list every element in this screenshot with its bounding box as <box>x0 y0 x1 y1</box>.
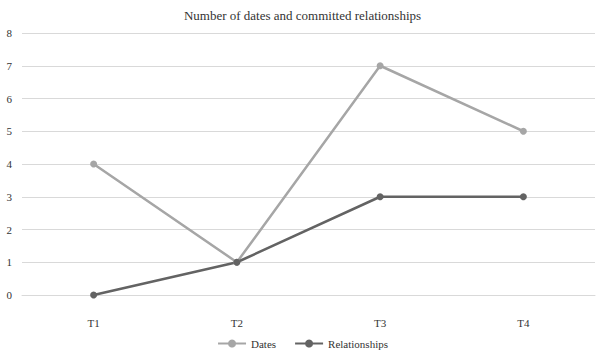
svg-text:8: 8 <box>7 27 13 39</box>
svg-text:T2: T2 <box>231 317 243 329</box>
svg-text:T3: T3 <box>374 317 387 329</box>
svg-text:Relationships: Relationships <box>328 338 388 350</box>
svg-text:0: 0 <box>7 289 13 301</box>
svg-text:Dates: Dates <box>251 338 276 350</box>
svg-text:T4: T4 <box>517 317 530 329</box>
svg-text:3: 3 <box>7 191 13 203</box>
svg-text:6: 6 <box>7 93 13 105</box>
svg-text:4: 4 <box>7 158 13 170</box>
svg-text:Number of dates and committed: Number of dates and committed relationsh… <box>184 8 421 23</box>
svg-text:5: 5 <box>7 125 13 137</box>
svg-text:1: 1 <box>7 256 13 268</box>
svg-text:2: 2 <box>7 224 13 236</box>
svg-text:7: 7 <box>7 60 13 72</box>
svg-text:T1: T1 <box>88 317 100 329</box>
